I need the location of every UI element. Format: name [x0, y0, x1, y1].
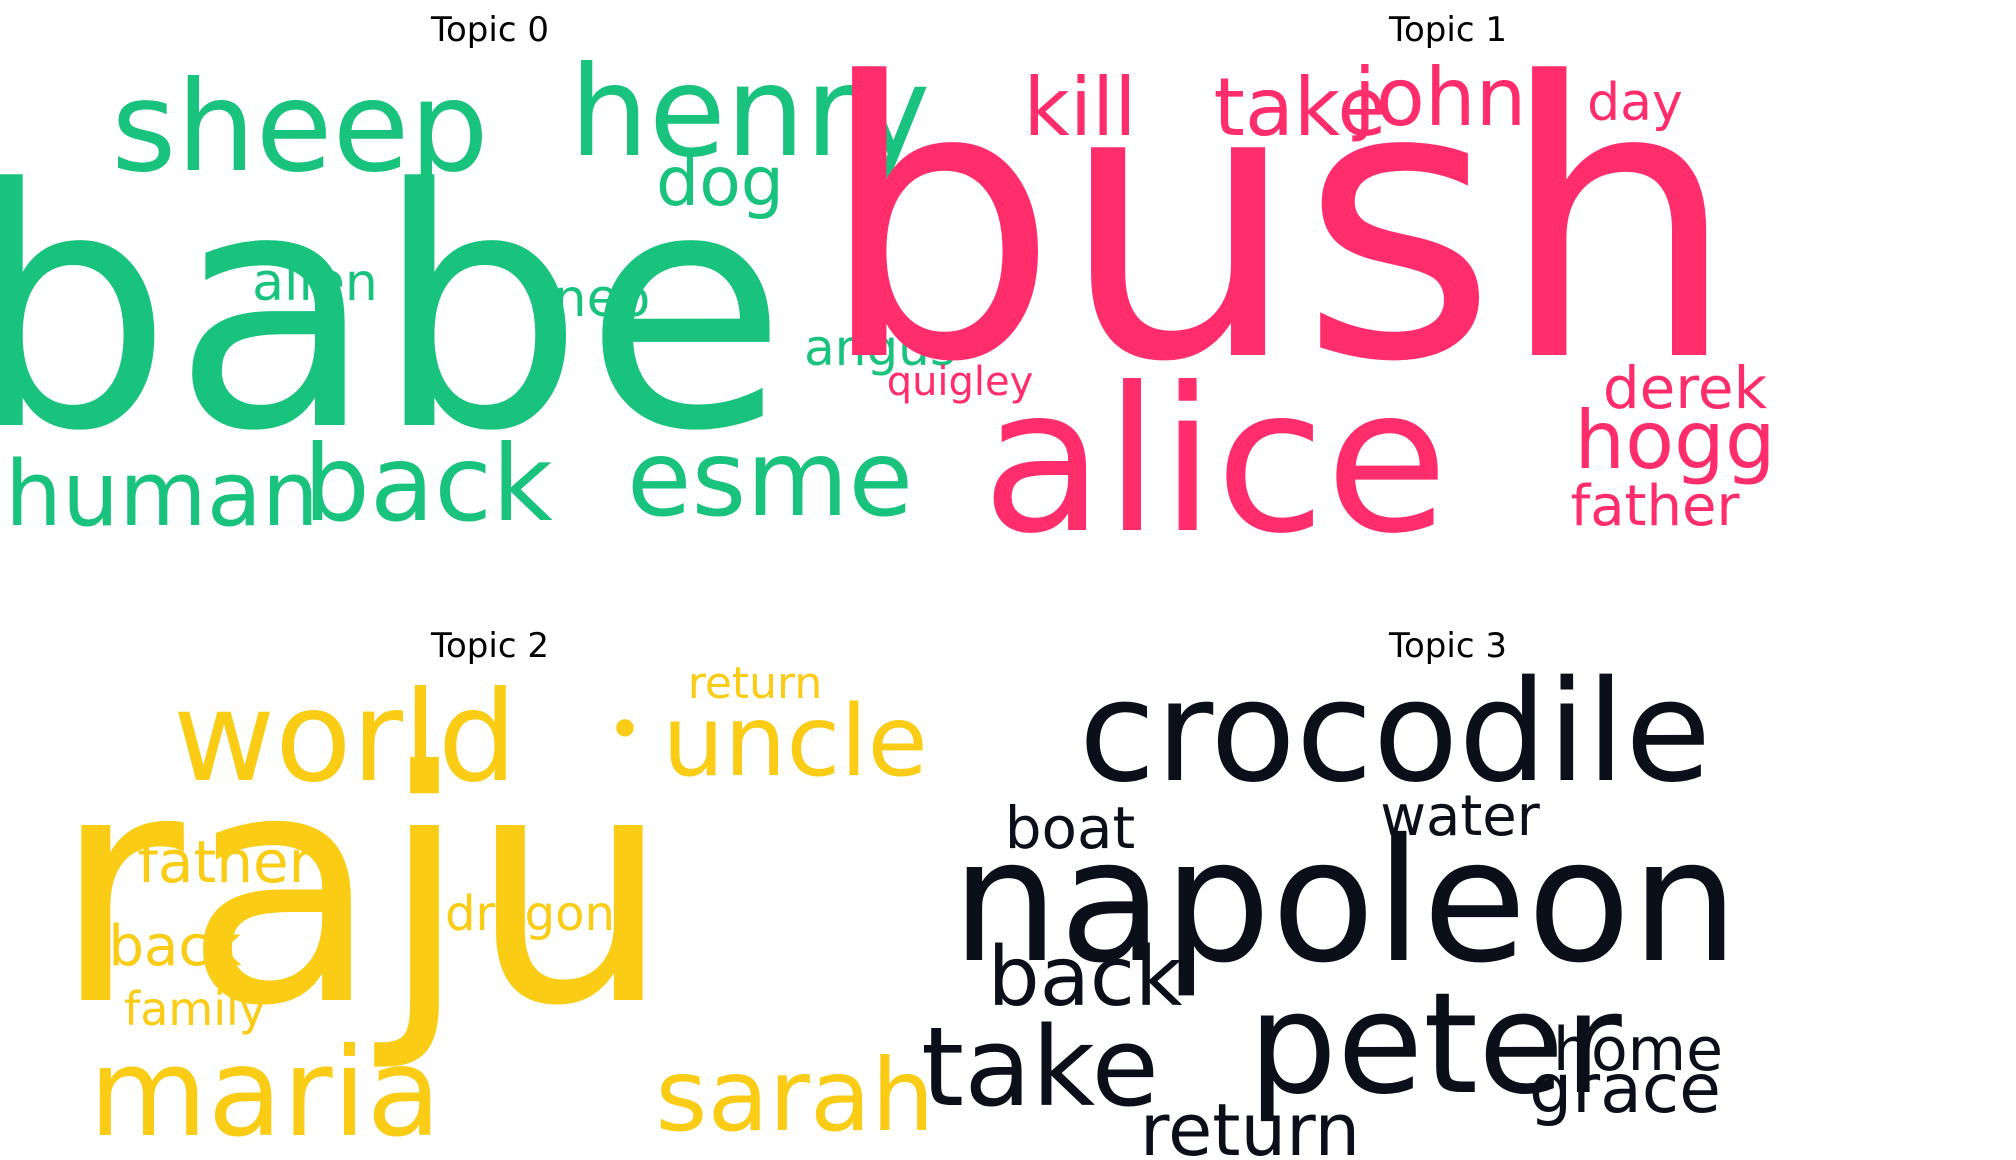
word-bush: bush [818, 2, 1739, 445]
word-neo: neo [554, 269, 651, 329]
word-henry: henry [570, 40, 931, 185]
word-take: take [921, 1003, 1159, 1131]
word-grace: grace [1529, 1050, 1721, 1129]
wordcloud-panel-topic-3: Topic 3 crocodile napoleon boat water back pe… [921, 580, 2016, 1160]
word-crocodile: crocodile [1079, 651, 1712, 814]
panel-title: Topic 0 [431, 10, 549, 50]
word-back: back [988, 930, 1183, 1025]
wordcloud-panel-topic-2: Topic 2 raju world • uncle return father drago… [0, 580, 1000, 1160]
word-home: home [1553, 1015, 1723, 1085]
word-back: back [303, 423, 553, 545]
wordcloud-panel-topic-1: Topic 1 bush alice kill take john day quigley d… [818, 0, 2016, 580]
word-napoleon: napoleon [951, 803, 1738, 1001]
word-sheep: sheep [111, 55, 489, 200]
word-water: water [1380, 784, 1541, 849]
word-babe: babe [0, 119, 787, 503]
word-sarah: sarah [655, 1037, 934, 1154]
word-family: family [124, 982, 266, 1036]
word-alien: alien [252, 253, 378, 313]
word-kill: kill [1023, 61, 1136, 154]
word-john: john [1352, 51, 1527, 144]
word-world: world [173, 665, 517, 810]
word-return: return [1140, 1088, 1360, 1160]
panel-title: Topic 3 [1389, 626, 1507, 666]
word-derek: derek [1603, 354, 1768, 422]
word-quigley: quigley [887, 359, 1034, 405]
word-dog: dog [656, 143, 784, 222]
word-hogg: hogg [1574, 394, 1775, 487]
word-dot: • [607, 695, 642, 765]
word-father: father [1571, 474, 1741, 539]
word-boat: boat [1005, 794, 1136, 862]
word-father: father [138, 828, 313, 896]
word-back: back [108, 914, 242, 979]
word-peter: peter [1248, 963, 1622, 1126]
word-return: return [688, 658, 823, 709]
word-dragon: dragon [445, 886, 615, 942]
word-angus: angus [804, 319, 956, 377]
word-take: take [1213, 61, 1386, 154]
word-day: day [1587, 73, 1683, 133]
wordcloud-panel-topic-0: Topic 0 babe sheep henry dog alien neo angus hu… [0, 0, 1000, 580]
word-maria: maria [89, 1022, 441, 1160]
panel-title: Topic 2 [431, 626, 549, 666]
word-uncle: uncle [662, 685, 928, 799]
word-human: human [5, 442, 319, 547]
panel-title: Topic 1 [1389, 10, 1507, 50]
word-raju: raju [52, 704, 671, 1076]
word-esme: esme [627, 418, 913, 540]
word-alice: alice [982, 345, 1449, 578]
